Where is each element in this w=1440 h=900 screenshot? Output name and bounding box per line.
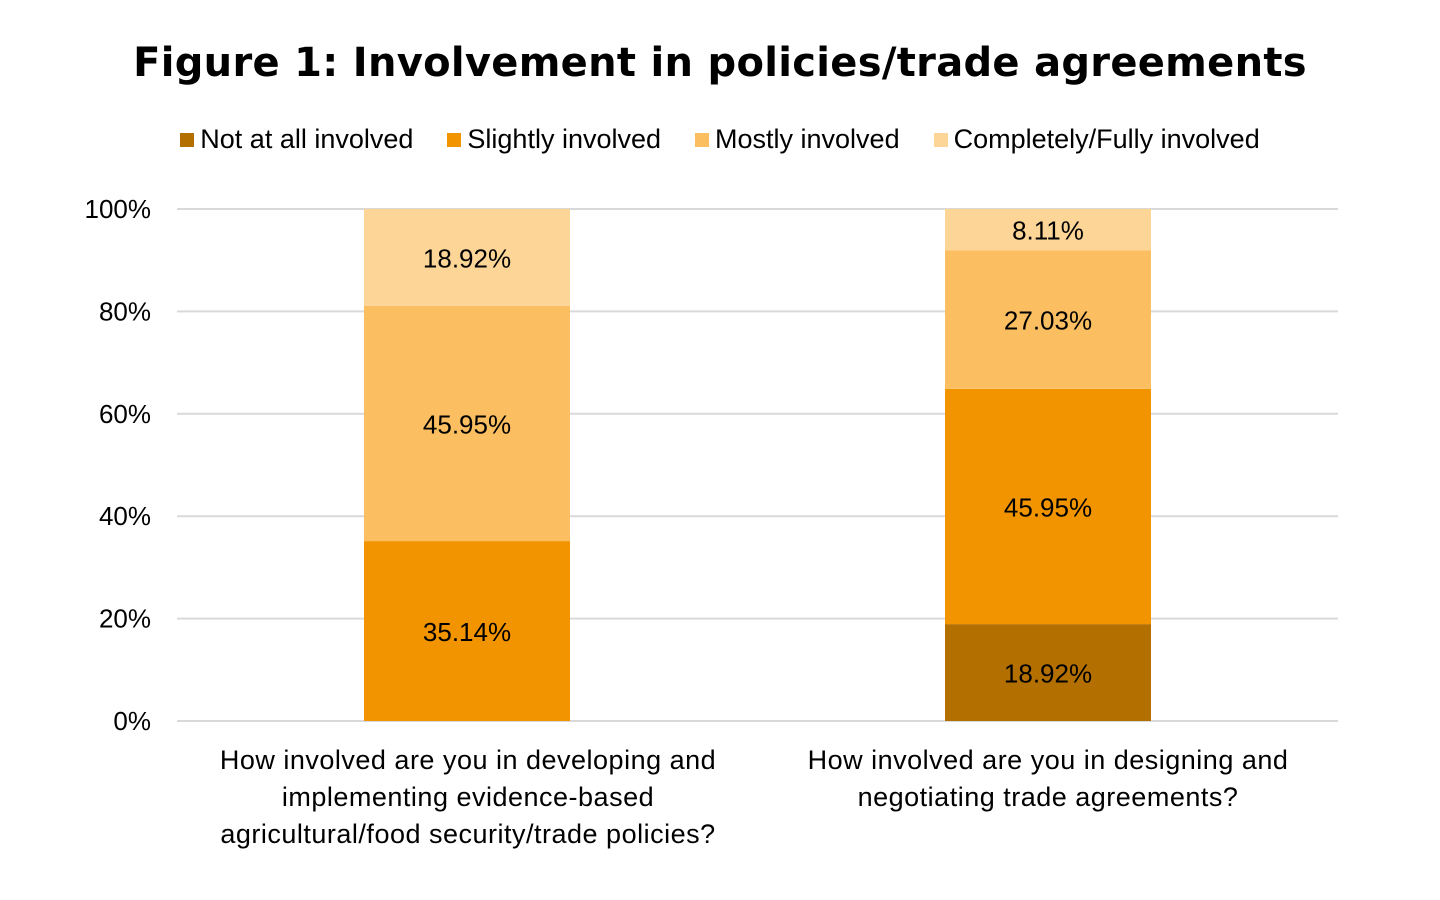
data-label: 45.95% [1004,492,1092,522]
bar-segment [945,624,1151,721]
y-tick-label: 20% [99,604,151,634]
data-label: 18.92% [423,243,511,273]
x-category-label-trade-agreements: How involved are you in designing and neg… [748,742,1348,816]
y-tick-label: 40% [99,501,151,531]
x-category-line: How involved are you in developing and [219,745,717,775]
legend-label-completely: Completely/Fully involved [953,124,1260,154]
x-category-line: negotiating trade agreements? [857,782,1239,812]
legend-item-mostly: Mostly involved [695,124,900,155]
bar-segment [945,388,1151,625]
legend-swatch-completely [933,132,948,147]
data-label: 8.11% [1012,216,1084,246]
legend-label-slightly: Slightly involved [467,124,662,154]
chart-title: Figure 1: Involvement in policies/trade … [133,40,1307,86]
bar-segment [364,305,570,542]
y-tick-label: 0% [113,706,151,736]
bar-segment [945,208,1151,251]
legend-swatch-not-at-all [180,132,195,147]
legend-label-not-at-all: Not at all involved [200,124,414,154]
data-label: 35.14% [423,617,511,647]
data-label: 27.03% [1004,306,1092,336]
bar-segment [364,541,570,721]
bar-segment [945,250,1151,389]
y-tick-label: 100% [85,194,152,224]
x-category-line: implementing evidence-based [281,782,655,812]
legend-item-not-at-all: Not at all involved [180,124,413,155]
data-label: 18.92% [1004,659,1092,689]
bar-segment [364,208,570,306]
legend: Not at all involved Slightly involved Mo… [0,124,1440,155]
x-category-line: How involved are you in designing and [807,745,1289,775]
legend-swatch-slightly [447,132,462,147]
legend-swatch-mostly [695,132,710,147]
legend-item-slightly: Slightly involved [447,124,661,155]
y-tick-label: 80% [99,296,151,326]
y-tick-label: 60% [99,399,151,429]
x-category-line: agricultural/food security/trade policie… [220,819,716,849]
data-label: 45.95% [423,409,511,439]
x-category-label-policies: How involved are you in developing and im… [168,742,768,853]
legend-label-mostly: Mostly involved [715,124,900,154]
legend-item-completely: Completely/Fully involved [933,124,1260,155]
